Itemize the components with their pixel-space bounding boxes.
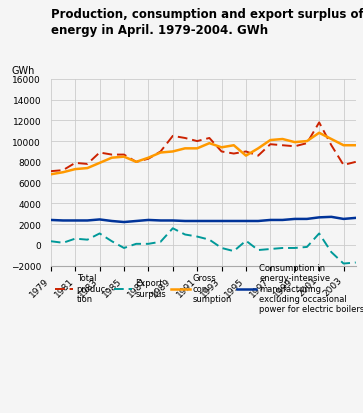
Text: Production, consumption and export surplus of electric
energy in April. 1979-200: Production, consumption and export surpl…	[51, 8, 363, 37]
Legend: Total
produc-
tion, Export
surplus, Gross
con-
sumption, Consumption in
energy-i: Total produc- tion, Export surplus, Gros…	[55, 263, 363, 313]
Text: GWh: GWh	[11, 66, 34, 76]
